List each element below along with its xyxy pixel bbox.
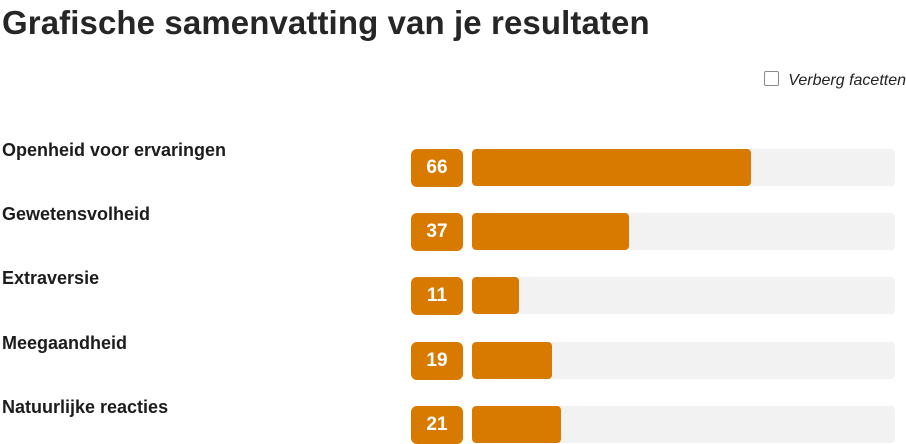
score-bar-fill <box>472 277 519 314</box>
hide-facets-label: Verberg facetten <box>788 72 906 89</box>
score-bar-track <box>472 277 895 314</box>
result-row-openness: Openheid voor ervaringen 66 <box>0 136 906 187</box>
score-bar-fill <box>472 149 752 186</box>
score-badge: 66 <box>411 149 463 187</box>
result-row-agreeableness: Meegaandheid 19 <box>0 329 906 380</box>
score-badge: 11 <box>411 277 463 315</box>
hide-facets-toggle[interactable]: Verberg facetten <box>764 70 906 90</box>
score-bar-track <box>472 213 895 250</box>
result-label: Openheid voor ervaringen <box>2 140 227 160</box>
score-bar-fill <box>472 342 553 379</box>
result-row-extraversion: Extraversie 11 <box>0 264 906 315</box>
result-row-natural-reactions: Natuurlijke reacties 21 <box>0 393 906 444</box>
result-label: Meegaandheid <box>2 333 128 353</box>
score-badge: 37 <box>411 213 463 251</box>
score-bar-track <box>472 149 895 186</box>
hide-facets-checkbox[interactable] <box>764 70 780 86</box>
score-bar-fill <box>472 213 629 250</box>
result-label: Gewetensvolheid <box>2 204 151 224</box>
result-label: Natuurlijke reacties <box>2 397 169 417</box>
score-badge: 21 <box>411 406 463 444</box>
score-bar-track <box>472 406 895 443</box>
score-bar-fill <box>472 406 561 443</box>
page-title: Grafische samenvatting van je resultaten <box>2 4 650 41</box>
result-row-conscientiousness: Gewetensvolheid 37 <box>0 200 906 251</box>
score-badge: 19 <box>411 342 463 380</box>
result-label: Extraversie <box>2 268 100 288</box>
score-bar-track <box>472 342 895 379</box>
